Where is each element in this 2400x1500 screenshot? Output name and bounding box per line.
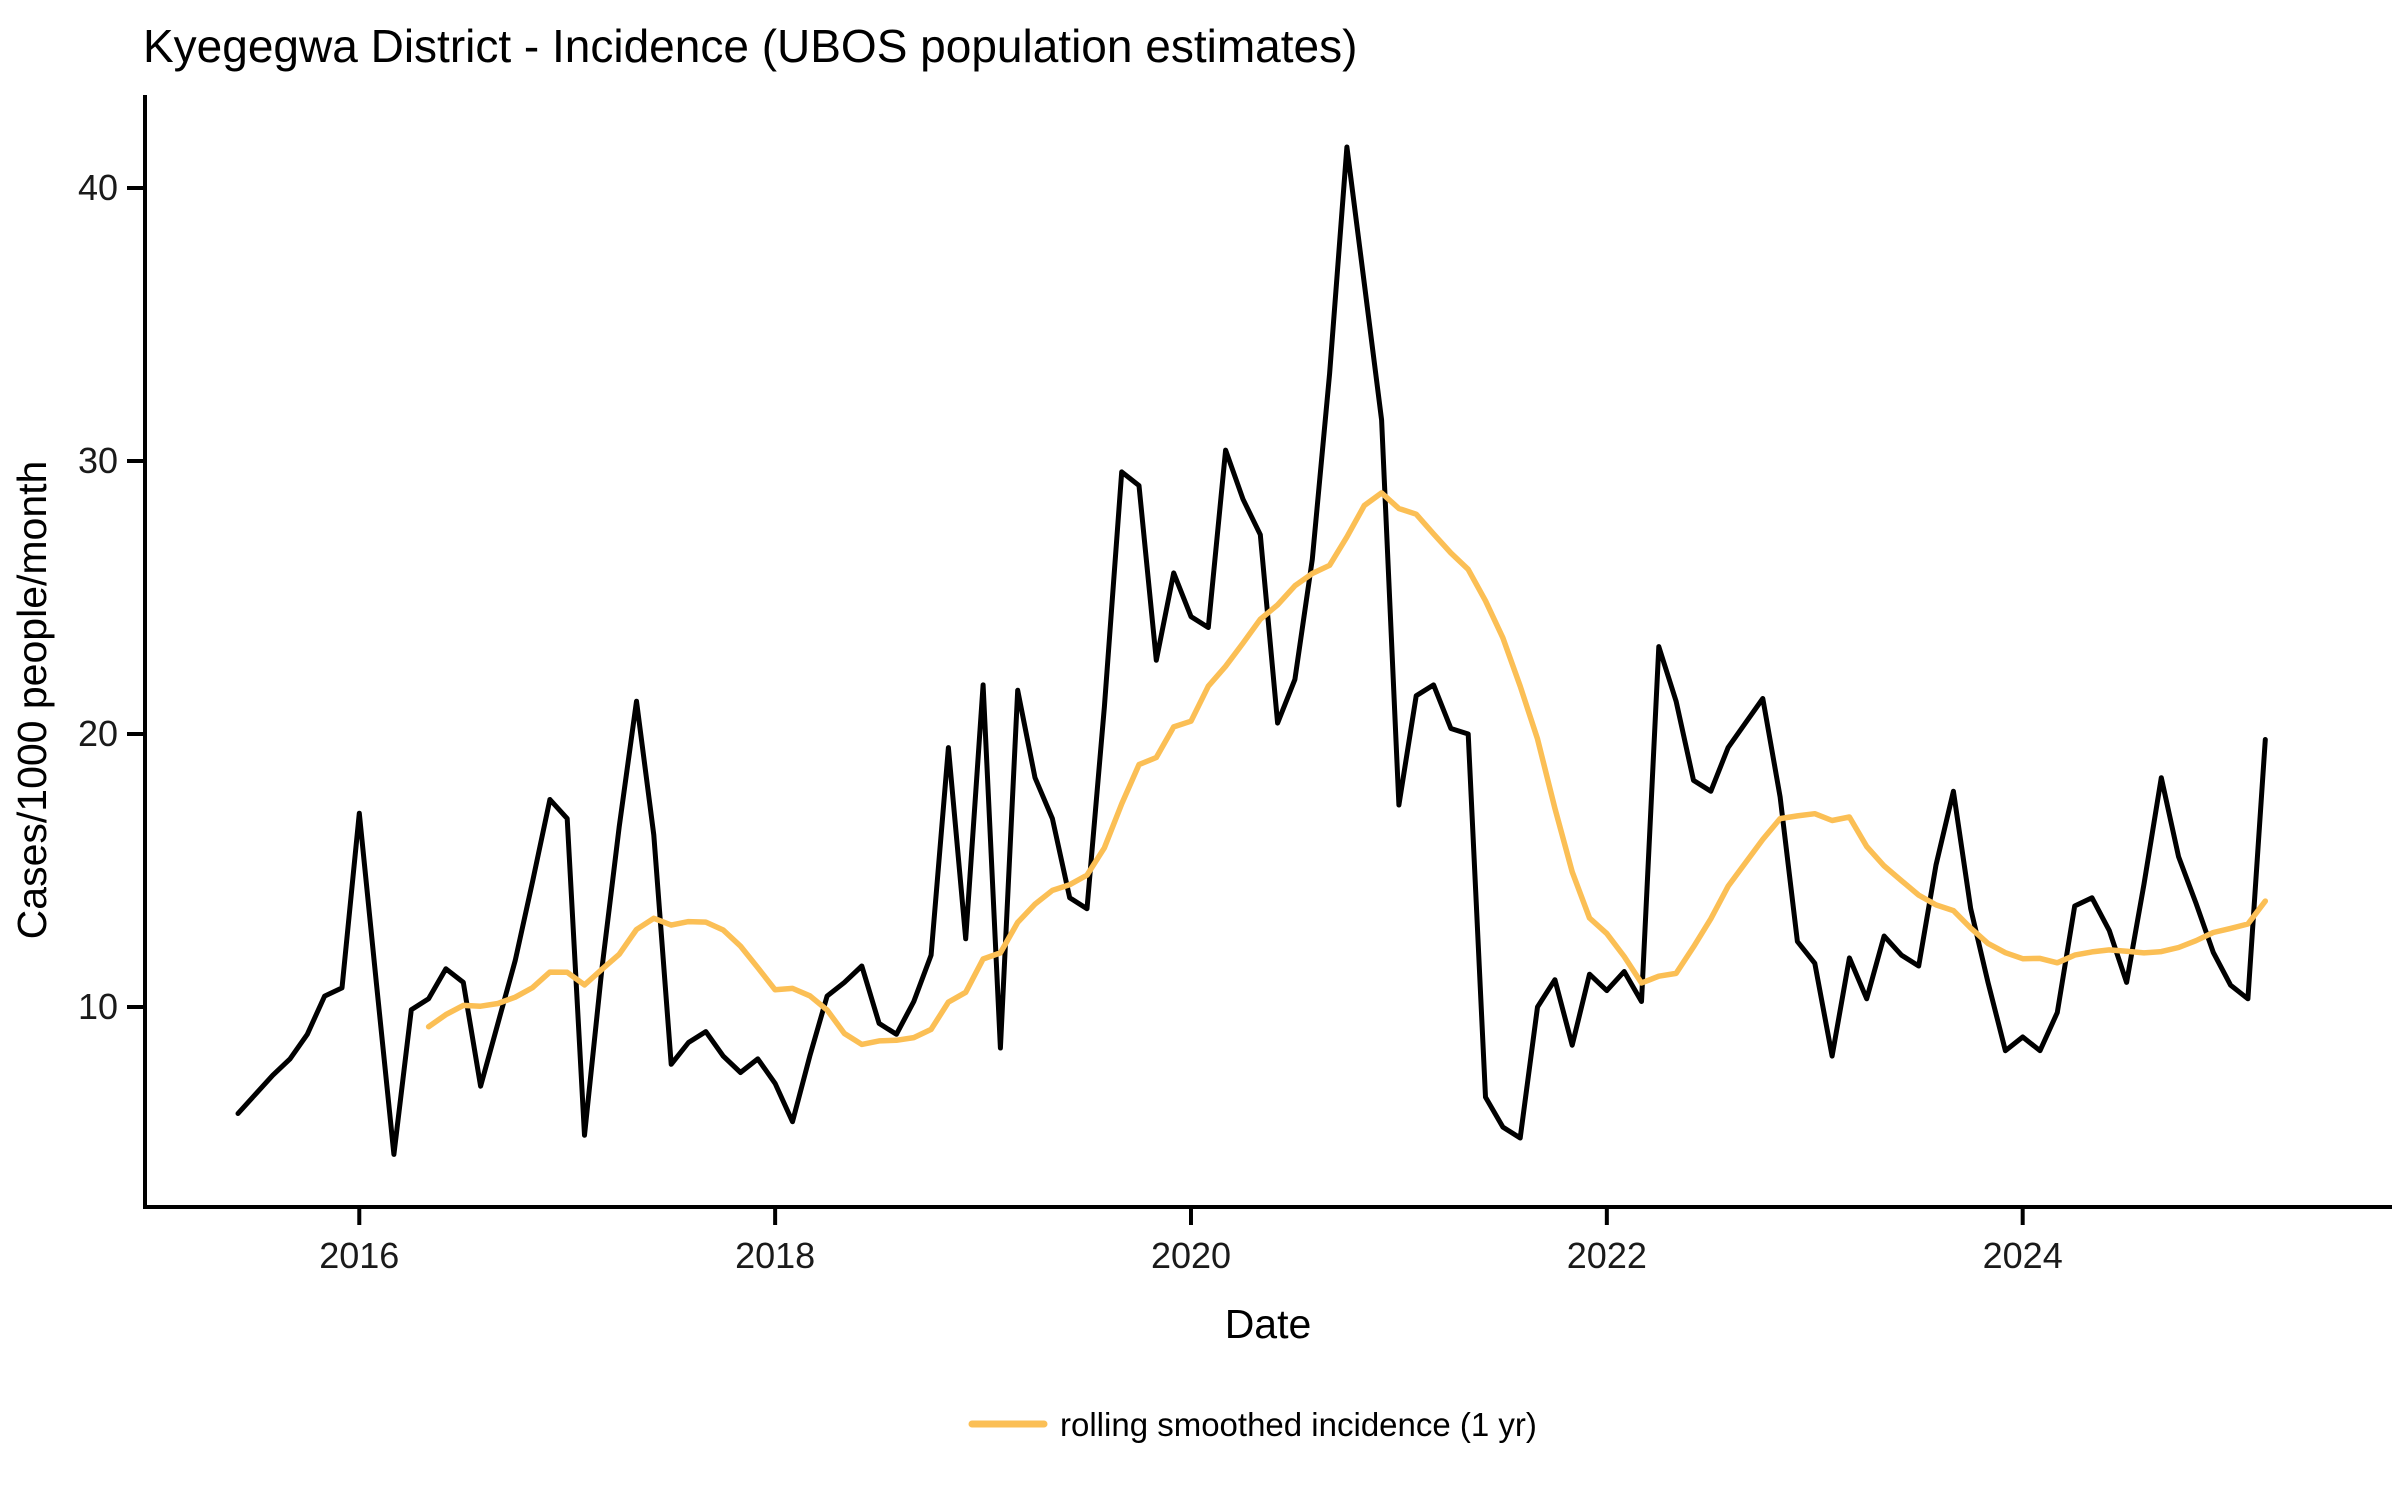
raw-incidence-line (235, 144, 2268, 1157)
plot-area (235, 144, 2269, 1157)
smoothed-incidence-line (425, 490, 2269, 1048)
x-tick-2022-label: 2022 (1567, 1235, 1647, 1276)
y-tick-30-label: 30 (78, 440, 118, 481)
chart-title: Kyegegwa District - Incidence (UBOS popu… (143, 20, 1357, 72)
legend-label: rolling smoothed incidence (1 yr) (1060, 1406, 1537, 1443)
x-tick-2016-label: 2016 (319, 1235, 399, 1276)
y-tick-20-label: 20 (78, 713, 118, 754)
axis-ticks: 10 20 30 40 2016 2018 2020 2022 2024 (78, 167, 2063, 1276)
legend: rolling smoothed incidence (1 yr) (968, 1406, 1537, 1443)
x-axis-title: Date (1225, 1301, 1312, 1347)
y-tick-40-label: 40 (78, 167, 118, 208)
y-axis-title: Cases/1000 people/month (9, 461, 55, 940)
x-tick-2020-label: 2020 (1151, 1235, 1231, 1276)
x-tick-2018-label: 2018 (735, 1235, 815, 1276)
x-tick-2024-label: 2024 (1983, 1235, 2063, 1276)
y-tick-10-label: 10 (78, 986, 118, 1027)
